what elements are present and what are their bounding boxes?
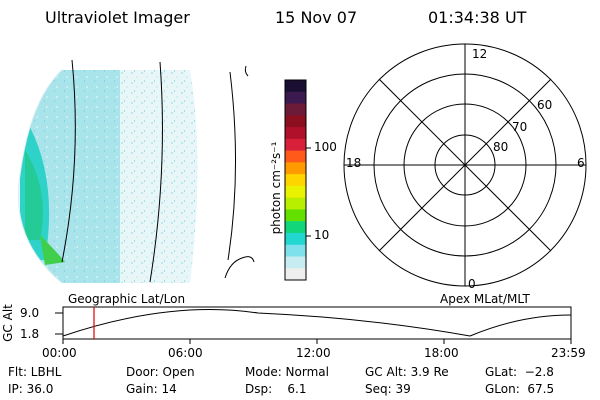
colorbar-swatch — [285, 232, 306, 246]
mode-status: Mode: Normal — [245, 365, 329, 379]
colorbar-swatch — [285, 268, 306, 281]
uv-image — [17, 59, 255, 284]
colorbar-swatch — [285, 127, 306, 140]
geo-line-2 — [149, 61, 163, 283]
gain-status: Gain: 14 — [126, 382, 177, 396]
colorbar-swatch — [285, 91, 306, 105]
door-status: Door: Open — [126, 365, 195, 379]
x-tick-1200: 12:00 — [296, 346, 331, 360]
colorbar-swatch — [285, 244, 306, 257]
ip-status: IP: 36.0 — [8, 382, 54, 396]
polar-label-0: 0 — [468, 277, 476, 291]
x-tick-0000: 00:00 — [42, 346, 77, 360]
polar-plot — [343, 43, 587, 287]
polar-lat-80: 80 — [493, 140, 509, 154]
polar-label-18: 18 — [346, 156, 362, 170]
time-label: 01:34:38 UT — [428, 8, 527, 27]
date-label: 15 Nov 07 — [275, 8, 358, 27]
colorbar-tick-100: 100 — [314, 140, 337, 154]
alt-tick-9: 9.0 — [20, 306, 40, 320]
colorbar-unit-label: photon cm⁻²s⁻¹ — [269, 141, 283, 235]
colorbar-swatch — [285, 115, 306, 128]
colorbar-swatch — [285, 209, 306, 222]
colorbar-swatch — [285, 80, 306, 93]
colorbar — [284, 79, 311, 281]
colorbar-swatch — [285, 162, 306, 175]
dsp-status: Dsp: 6.1 — [245, 382, 307, 396]
glat-status: GLat: −2.8 — [485, 365, 554, 379]
seq-status: Seq: 39 — [365, 382, 411, 396]
x-tick-1800: 18:00 — [424, 346, 459, 360]
glon-status: GLon: 67.5 — [485, 382, 555, 396]
polar-label-12: 12 — [472, 47, 488, 61]
colorbar-swatch — [285, 256, 306, 269]
geo-latlon-label: Geographic Lat/Lon — [68, 292, 186, 306]
geo-line-3 — [227, 71, 237, 261]
colorbar-tick-10: 10 — [314, 228, 330, 242]
altitude-panel — [55, 306, 572, 344]
colorbar-swatch — [285, 174, 306, 187]
polar-lat-70: 70 — [512, 120, 528, 134]
colorbar-swatch — [285, 185, 306, 199]
gc-alt-ylabel: GC Alt — [1, 304, 15, 342]
polar-label-6: 6 — [577, 156, 585, 170]
polar-lat-60: 60 — [537, 98, 553, 112]
alt-tick-1.8: 1.8 — [20, 327, 40, 341]
x-tick-2359: 23:59 — [551, 346, 586, 360]
app-title: Ultraviolet Imager — [45, 8, 190, 27]
apex-mlat-label: Apex MLat/MLT — [440, 292, 530, 306]
colorbar-swatch — [285, 103, 306, 116]
altitude-curve — [62, 309, 572, 337]
colorbar-swatch — [285, 221, 306, 234]
colorbar-swatch — [285, 150, 306, 163]
gcalt-status: GC Alt: 3.9 Re — [365, 365, 449, 379]
colorbar-swatch — [285, 197, 306, 210]
colorbar-swatch — [285, 138, 306, 152]
x-tick-0600: 06:00 — [168, 346, 203, 360]
geo-line-1 — [61, 59, 76, 263]
flt-status: Flt: LBHL — [8, 365, 62, 379]
